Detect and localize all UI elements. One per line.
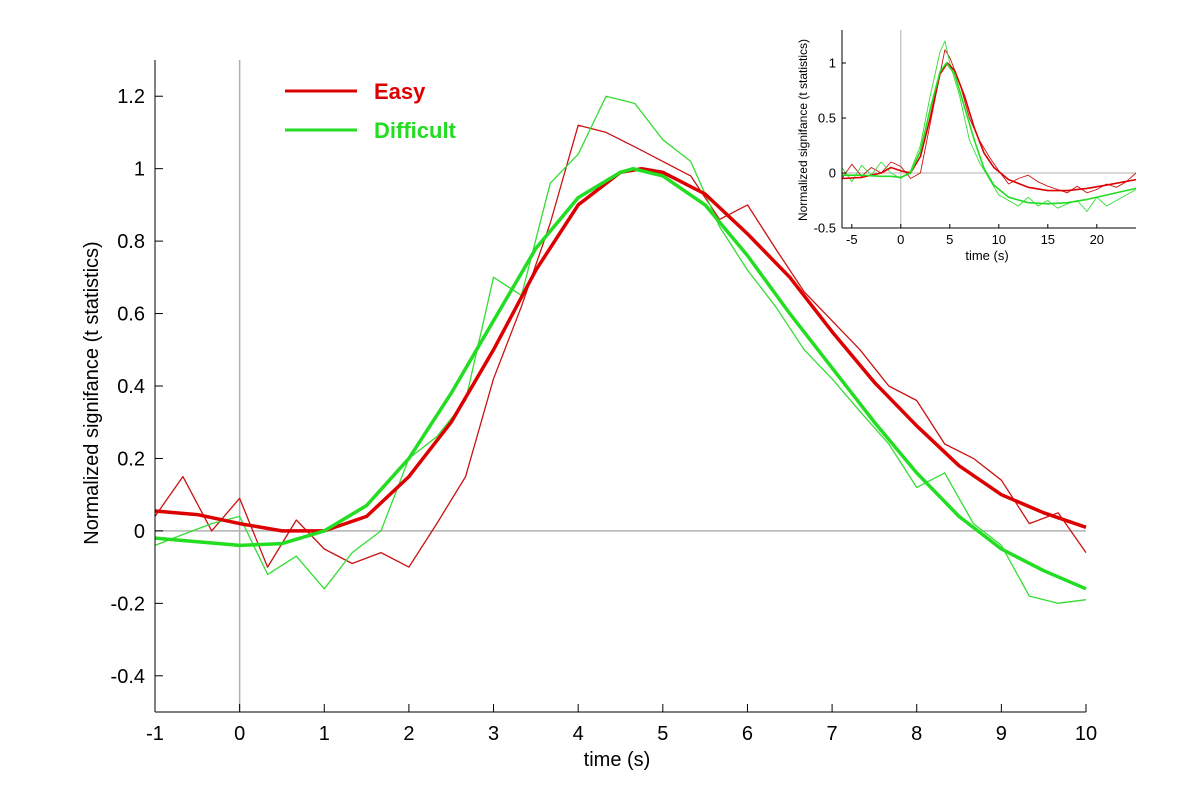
main-chart: -1 0 1 2 3 4 5 6 7 8 9 10-0.4-0.200.20.40.60.811.2 …: [81, 60, 1097, 771]
inset-series: [841, 40, 1137, 212]
main-x-tick-label: 7: [827, 723, 838, 745]
main-y-tick-label: 0.4: [117, 376, 145, 398]
main-y-tick-label: 1.2: [117, 86, 145, 108]
inset-y-tick-label: 0.5: [818, 111, 836, 126]
inset-x-tick-label: 5: [946, 232, 953, 247]
main-x-tick-label: 3: [488, 723, 499, 745]
inset-axes: -5 0 5 10 15 20 -0.5 0 0.5 1: [814, 30, 1136, 247]
inset-series-difficult-fit: [842, 62, 1137, 205]
main-series-difficult-fit: [154, 166, 1087, 591]
main-y-tick-label: 0: [134, 521, 145, 543]
main-y-axis-label: Normalized signifance (t statistics): [81, 241, 103, 544]
main-x-tick-label: 5: [657, 723, 668, 745]
main-series-easy-raw: [154, 124, 1087, 568]
main-x-tick-label: 8: [911, 723, 922, 745]
legend: Easy Difficult: [285, 79, 457, 143]
inset-series-difficult-raw: [841, 40, 1137, 212]
inset-x-tick-label: 0: [897, 232, 904, 247]
inset-x-tick-label: 10: [992, 232, 1006, 247]
main-y-tick-label: 0.6: [117, 304, 145, 326]
inset-series-easy-raw: [841, 49, 1137, 194]
main-x-tick-label: 2: [403, 723, 414, 745]
inset-y-tick-label: 0: [829, 166, 836, 181]
main-y-tick-label: -0.4: [111, 666, 145, 688]
inset-x-tick-label: 15: [1041, 232, 1055, 247]
main-y-tick-label: 0.8: [117, 231, 145, 253]
main-x-tick-label: 6: [742, 723, 753, 745]
main-x-tick-label: 0: [234, 723, 245, 745]
inset-y-axis-label: Normalized signifance (t statistics): [796, 39, 810, 221]
inset-x-tick-label: 20: [1090, 232, 1104, 247]
inset-chart: -5 0 5 10 15 20 -0.5 0 0.5 1 time (s) Normalized …: [796, 30, 1137, 263]
main-series: [154, 95, 1087, 604]
main-y-tick-label: -0.2: [111, 593, 145, 615]
main-x-tick-label: 9: [996, 723, 1007, 745]
inset-x-axis-label: time (s): [965, 248, 1008, 263]
main-series-difficult-raw: [154, 95, 1087, 604]
main-y-tick-label: 0.2: [117, 448, 145, 470]
main-x-axis-label: time (s): [584, 749, 651, 771]
inset-y-tick-label: 1: [829, 56, 836, 71]
inset-series-easy-fit: [841, 62, 1137, 192]
main-x-tick-label: 1: [319, 723, 330, 745]
legend-difficult-label: Difficult: [374, 118, 457, 143]
main-x-tick-label: -1: [146, 723, 164, 745]
main-x-tick-label: 10: [1075, 723, 1097, 745]
main-y-tick-label: 1: [134, 159, 145, 181]
legend-easy-label: Easy: [374, 79, 426, 104]
inset-x-tick-label: -5: [846, 232, 858, 247]
reference-lines: [155, 60, 1086, 712]
main-axes: -1 0 1 2 3 4 5 6 7 8 9 10 -0.4 -0.2 0 0.2 0.4 0.6 0.8 1 1.2: [111, 60, 1097, 745]
main-x-tick-label: 4: [573, 723, 584, 745]
inset-y-tick-label: -0.5: [814, 221, 836, 236]
